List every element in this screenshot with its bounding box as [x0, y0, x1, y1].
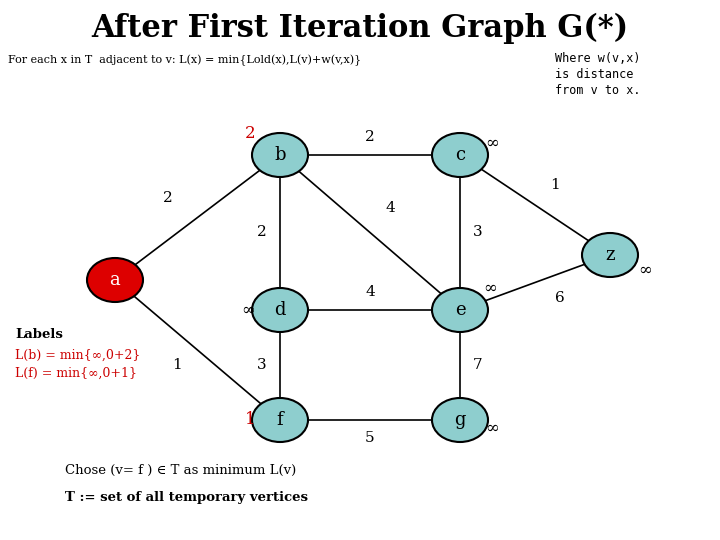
Text: z: z: [606, 246, 615, 264]
Text: e: e: [455, 301, 465, 319]
Ellipse shape: [252, 133, 308, 177]
Text: 1: 1: [550, 178, 560, 192]
Text: ∞: ∞: [241, 301, 255, 319]
Ellipse shape: [432, 288, 488, 332]
Text: 3: 3: [473, 226, 483, 240]
Ellipse shape: [432, 133, 488, 177]
Text: L(b) = min{∞,0+2}: L(b) = min{∞,0+2}: [15, 348, 140, 361]
Text: After First Iteration Graph G(*): After First Iteration Graph G(*): [91, 12, 629, 44]
Text: 4: 4: [365, 285, 375, 299]
Ellipse shape: [432, 398, 488, 442]
Text: d: d: [274, 301, 286, 319]
Text: ∞: ∞: [483, 280, 497, 296]
Text: For each x in T  adjacent to v: L(x) = min{Lold(x),L(v)+w(v,x)}: For each x in T adjacent to v: L(x) = mi…: [8, 55, 361, 66]
Text: 2: 2: [245, 125, 256, 141]
Text: 1: 1: [245, 411, 256, 429]
Text: ∞: ∞: [638, 261, 652, 279]
Text: 2: 2: [365, 130, 375, 144]
Ellipse shape: [87, 258, 143, 302]
Text: ∞: ∞: [485, 420, 499, 436]
Text: Where w(v,x): Where w(v,x): [555, 51, 641, 64]
Text: a: a: [109, 271, 120, 289]
Text: 1: 1: [173, 358, 182, 372]
Text: ∞: ∞: [485, 134, 499, 152]
Text: is distance: is distance: [555, 68, 634, 80]
Text: Chose (v= f ) ∈ T as minimum L(v): Chose (v= f ) ∈ T as minimum L(v): [65, 463, 296, 476]
Text: L(f) = min{∞,0+1}: L(f) = min{∞,0+1}: [15, 367, 137, 380]
Text: b: b: [274, 146, 286, 164]
Text: 7: 7: [473, 358, 483, 372]
Text: 2: 2: [257, 226, 267, 240]
Ellipse shape: [582, 233, 638, 277]
Text: 4: 4: [385, 200, 395, 214]
Ellipse shape: [252, 398, 308, 442]
Text: 5: 5: [365, 431, 375, 445]
Text: 3: 3: [257, 358, 267, 372]
Text: Labels: Labels: [15, 328, 63, 341]
Text: 6: 6: [555, 291, 565, 305]
Text: from v to x.: from v to x.: [555, 84, 641, 97]
Text: g: g: [454, 411, 466, 429]
Ellipse shape: [252, 288, 308, 332]
Text: c: c: [455, 146, 465, 164]
Text: f: f: [276, 411, 283, 429]
Text: T := set of all temporary vertices: T := set of all temporary vertices: [65, 491, 308, 504]
Text: 2: 2: [163, 191, 172, 205]
